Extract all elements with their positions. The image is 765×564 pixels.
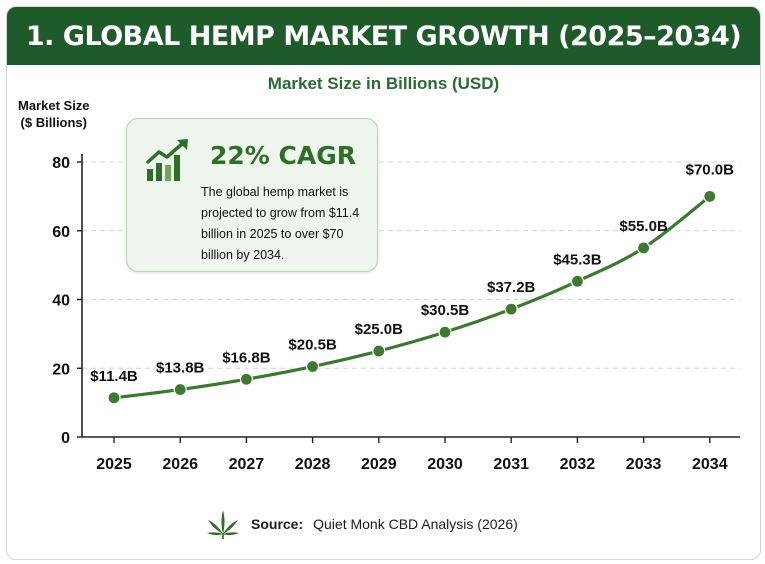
data-label: $37.2B <box>487 279 536 296</box>
x-tick-label: 2028 <box>295 456 331 473</box>
data-point <box>703 189 717 203</box>
data-point <box>570 274 585 288</box>
data-point <box>504 302 518 316</box>
y-axis-label-line-2: ($ Billions) <box>20 115 87 130</box>
page-title: 1. GLOBAL HEMP MARKET GROWTH (2025–2034) <box>25 20 742 52</box>
data-label: $16.8B <box>222 349 271 366</box>
series-line <box>112 194 712 400</box>
x-tick-label: 2033 <box>626 456 662 473</box>
source-label: Source: <box>251 516 304 532</box>
x-tick-label: 2026 <box>162 456 198 473</box>
x-tick-label: 2029 <box>361 456 397 473</box>
x-tick-label: 2031 <box>493 456 529 473</box>
x-tick-label: 2032 <box>560 456 596 473</box>
data-label: $13.8B <box>156 360 205 377</box>
data-point <box>438 325 452 339</box>
x-tick-label: 2034 <box>692 456 728 473</box>
data-label: $45.3B <box>553 251 602 268</box>
data-point <box>636 241 651 255</box>
y-axis-label: Market Size ($ Billions) <box>18 97 90 131</box>
data-label: $25.0B <box>355 321 404 338</box>
y-tick-label: 80 <box>52 155 70 172</box>
cagr-callout: 22% CAGR The global hemp market is proje… <box>126 118 378 272</box>
title-banner: 1. GLOBAL HEMP MARKET GROWTH (2025–2034) <box>7 7 760 65</box>
cannabis-leaf-icon <box>207 510 239 539</box>
y-axis-label-line-1: Market Size <box>18 98 90 113</box>
source-text: Quiet Monk CBD Analysis (2026) <box>313 516 518 532</box>
data-label: $30.5B <box>421 302 470 319</box>
y-tick-label: 40 <box>52 293 70 310</box>
chart-subtitle: Market Size in Billions (USD) <box>267 74 500 93</box>
x-tick-label: 2027 <box>229 456 265 473</box>
data-point <box>173 382 187 397</box>
cagr-description: The global hemp market is projected to g… <box>201 185 360 262</box>
data-label: $55.0B <box>619 218 668 235</box>
data-point <box>306 359 320 374</box>
data-point <box>239 372 253 386</box>
data-label: $11.4B <box>90 368 138 385</box>
y-tick-label: 0 <box>61 430 70 447</box>
y-tick-label: 60 <box>52 224 70 241</box>
data-label: $20.5B <box>288 337 337 354</box>
data-point <box>372 344 386 358</box>
x-tick-label: 2030 <box>427 456 463 473</box>
chart-frame: 1. GLOBAL HEMP MARKET GROWTH (2025–2034)… <box>6 6 761 560</box>
data-label: $70.0B <box>686 161 735 178</box>
cagr-headline: 22% CAGR <box>210 141 357 170</box>
growth-chart-icon <box>146 139 188 181</box>
x-tick-label: 2025 <box>96 456 132 473</box>
data-point <box>107 391 121 405</box>
source-footer: Source: Quiet Monk CBD Analysis (2026) <box>205 508 555 540</box>
y-tick-label: 20 <box>52 361 70 378</box>
